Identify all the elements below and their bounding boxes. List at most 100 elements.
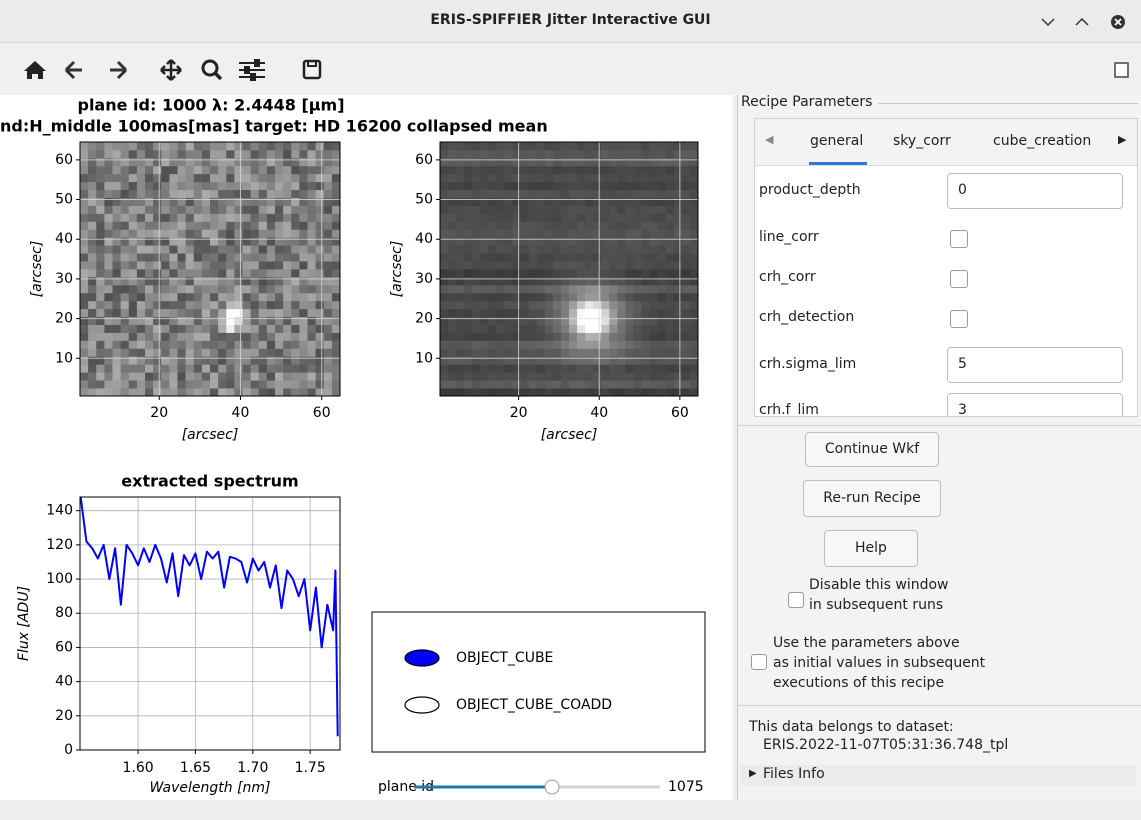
- pixel: [464, 332, 473, 341]
- pixel: [283, 284, 292, 294]
- pixel: [552, 149, 562, 159]
- pixel: [528, 340, 538, 349]
- pixel: [488, 229, 497, 238]
- save-button[interactable]: [302, 59, 322, 80]
- back-button[interactable]: [64, 60, 82, 80]
- param-input[interactable]: 0: [947, 173, 1123, 209]
- pixel: [689, 253, 699, 262]
- param-checkbox[interactable]: [950, 310, 968, 328]
- pixel: [552, 388, 562, 397]
- pixel: [226, 300, 235, 310]
- pixel: [177, 324, 187, 333]
- pixel: [633, 149, 642, 159]
- minimize-button[interactable]: [1041, 18, 1055, 27]
- pixel: [161, 300, 170, 310]
- files-info-row[interactable]: ▶ Files Info: [741, 765, 1136, 786]
- pixel: [633, 213, 642, 222]
- pixel: [633, 292, 642, 302]
- pixel: [275, 284, 284, 294]
- rerun-button[interactable]: Re-run Recipe: [803, 480, 941, 517]
- forward-button[interactable]: [110, 60, 128, 80]
- pixel: [88, 364, 97, 373]
- tab-scroll-right[interactable]: ▶: [1118, 133, 1127, 146]
- pixel: [569, 213, 578, 222]
- pixel: [536, 142, 546, 151]
- pixel: [480, 229, 489, 238]
- pixel: [96, 324, 105, 333]
- pixel: [609, 205, 618, 214]
- pixel: [480, 364, 489, 373]
- pixel: [169, 245, 178, 254]
- pixel: [291, 229, 300, 238]
- pixel: [609, 149, 618, 159]
- pixel: [210, 316, 219, 325]
- help-button[interactable]: Help: [824, 530, 918, 567]
- pixel: [128, 300, 138, 310]
- pixel: [649, 324, 659, 333]
- pixel: [673, 316, 683, 325]
- param-input[interactable]: 3: [947, 393, 1123, 416]
- pixel: [472, 284, 481, 294]
- pixel: [226, 189, 235, 198]
- pixel: [275, 181, 284, 191]
- x-tick-label: 40: [232, 405, 250, 421]
- pixel: [617, 340, 626, 349]
- pixel: [315, 221, 325, 230]
- pixel: [169, 388, 178, 397]
- home-button[interactable]: [24, 61, 46, 79]
- maximize-button[interactable]: [1075, 17, 1089, 26]
- pixel: [681, 348, 691, 357]
- pixel: [593, 324, 602, 333]
- pixel: [577, 276, 586, 286]
- options-button[interactable]: [1114, 62, 1129, 78]
- zoom-button[interactable]: [201, 59, 223, 81]
- disable-checkbox[interactable]: [788, 592, 804, 608]
- use-params-checkbox[interactable]: [751, 654, 767, 670]
- pixel: [80, 173, 89, 183]
- pixel: [275, 316, 284, 325]
- pixel: [266, 356, 276, 365]
- pixel: [488, 340, 497, 349]
- pixel: [283, 205, 292, 214]
- pixel: [560, 292, 570, 302]
- pixel: [456, 197, 465, 206]
- pixel: [544, 292, 554, 302]
- pixel: [218, 292, 227, 302]
- y-axis-label: Flux [ADU]: [16, 586, 32, 661]
- pixel: [448, 181, 457, 191]
- configure-button[interactable]: [239, 59, 265, 81]
- pixel: [689, 221, 699, 230]
- pixel: [104, 189, 113, 198]
- pixel: [169, 142, 178, 151]
- param-input[interactable]: 5: [947, 347, 1123, 383]
- pixel: [210, 245, 219, 254]
- slider-handle[interactable]: [544, 779, 560, 795]
- pixel: [657, 213, 667, 222]
- tab[interactable]: cube_creation: [993, 133, 1092, 149]
- tab[interactable]: general: [810, 133, 864, 149]
- pixel: [641, 300, 651, 310]
- pixel: [136, 149, 146, 159]
- tab-scroll-left[interactable]: ◀: [765, 133, 774, 146]
- pixel: [512, 340, 522, 349]
- pixel: [161, 189, 170, 198]
- pixel: [193, 269, 203, 278]
- pixel: [665, 324, 675, 333]
- pixel: [266, 253, 276, 262]
- param-checkbox[interactable]: [950, 230, 968, 248]
- pixel: [625, 316, 634, 325]
- pixel: [480, 276, 489, 286]
- param-checkbox[interactable]: [950, 270, 968, 288]
- pixel: [331, 165, 341, 175]
- tab[interactable]: sky_corr: [893, 133, 951, 149]
- pixel: [210, 173, 219, 183]
- pixel: [665, 253, 675, 262]
- pixel: [283, 237, 292, 246]
- pan-button[interactable]: [160, 59, 182, 81]
- pixel: [331, 173, 341, 183]
- pixel: [512, 276, 522, 286]
- pixel: [480, 157, 489, 167]
- pixel: [480, 245, 489, 254]
- pixel: [689, 205, 699, 214]
- continue-button[interactable]: Continue Wkf: [805, 432, 939, 467]
